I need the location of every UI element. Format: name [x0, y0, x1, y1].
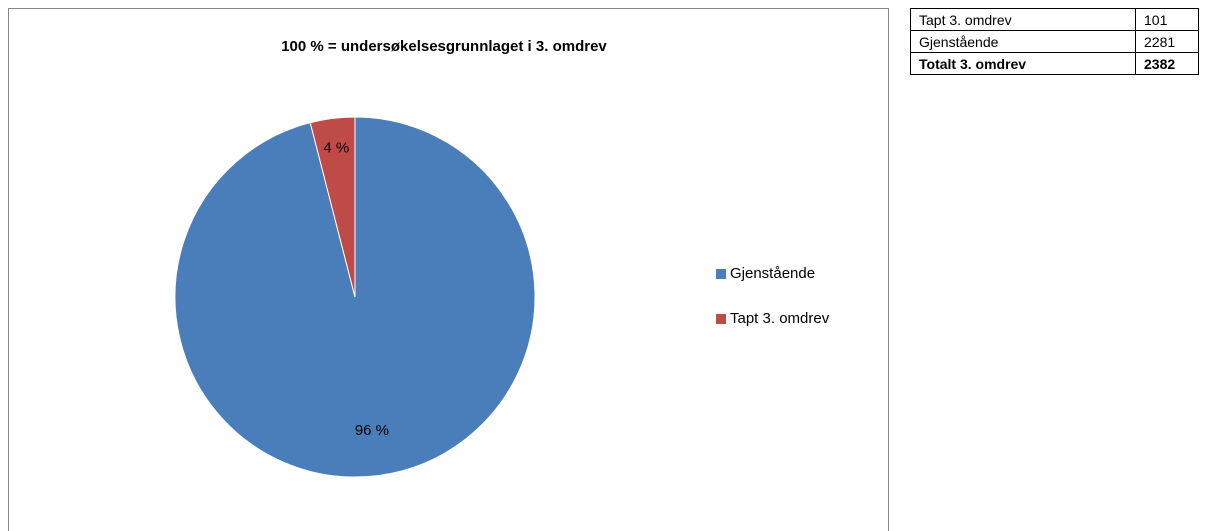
- pie-slice: [309, 116, 356, 298]
- summary-table: Tapt 3. omdrev 101 Gjenstående 2281 Totalt 3…: [910, 8, 1199, 75]
- table-row: Tapt 3. omdrev 101: [910, 8, 1199, 31]
- table-row: Gjenstående 2281: [910, 30, 1199, 53]
- chart: 100 % = undersøkelsesgrunnlaget i 3. omd…: [8, 8, 889, 531]
- table-cell: 2382: [1135, 52, 1199, 75]
- chart-title: 100 % = undersøkelsesgrunnlaget i 3. omd…: [281, 38, 607, 55]
- data-label: 96 %: [355, 422, 389, 439]
- table-cell: Gjenstående: [910, 30, 1136, 53]
- legend-swatch: [716, 269, 726, 279]
- data-label: 4 %: [323, 140, 349, 157]
- legend-label: Tapt 3. omdrev: [730, 310, 830, 327]
- table-cell: Tapt 3. omdrev: [910, 8, 1136, 31]
- table-cell: Totalt 3. omdrev: [910, 52, 1136, 75]
- table-cell: 2281: [1135, 30, 1199, 53]
- legend-swatch: [716, 314, 726, 324]
- table-row: Totalt 3. omdrev 2382: [910, 52, 1199, 75]
- legend-label: Gjenstående: [730, 265, 815, 282]
- table-cell: 101: [1135, 8, 1199, 31]
